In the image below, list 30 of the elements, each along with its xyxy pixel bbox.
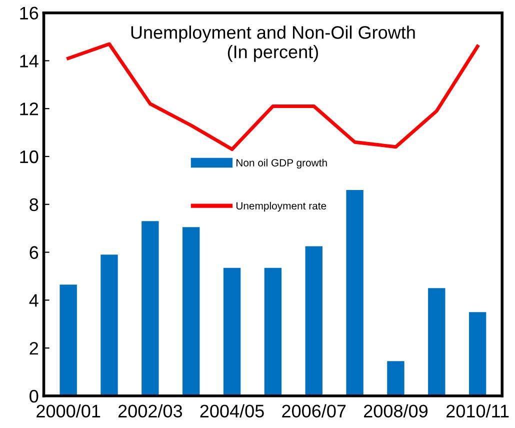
text: Unemployment and Non-Oil Growth (In percent) — [131, 26, 415, 62]
bar — [305, 246, 322, 396]
bar — [182, 227, 200, 396]
bar — [428, 288, 446, 396]
y-tick-label: 10 — [20, 150, 38, 164]
y-tick-label: 16 — [20, 6, 38, 20]
x-tick-label: 2008/09 — [364, 404, 428, 418]
bar — [60, 284, 77, 396]
x-tick-label: 2010/11 — [446, 404, 509, 418]
bar — [264, 268, 282, 396]
bar — [142, 221, 159, 396]
bar — [387, 361, 404, 396]
legend-label: Non oil GDP growth — [236, 158, 327, 169]
bar — [223, 268, 241, 396]
bar — [346, 190, 364, 396]
x-tick-label: 2000/01 — [36, 404, 100, 418]
x-tick-label: 2006/07 — [282, 404, 346, 418]
bar — [100, 254, 118, 396]
y-tick-label: 14 — [20, 54, 38, 68]
x-tick-label: 2002/03 — [118, 404, 182, 418]
y-tick-label: 12 — [20, 102, 38, 116]
x-tick-label: 2004/05 — [200, 404, 264, 418]
y-tick-label: 0 — [30, 390, 38, 403]
y-tick-label: 6 — [30, 246, 38, 259]
line-series — [66, 42, 480, 152]
y-tick-label: 4 — [29, 294, 38, 307]
y-tick-label: 8 — [30, 198, 38, 212]
legend-label: Unemployment rate — [236, 202, 326, 212]
bar — [468, 312, 486, 396]
y-tick-label: 2 — [30, 342, 38, 355]
